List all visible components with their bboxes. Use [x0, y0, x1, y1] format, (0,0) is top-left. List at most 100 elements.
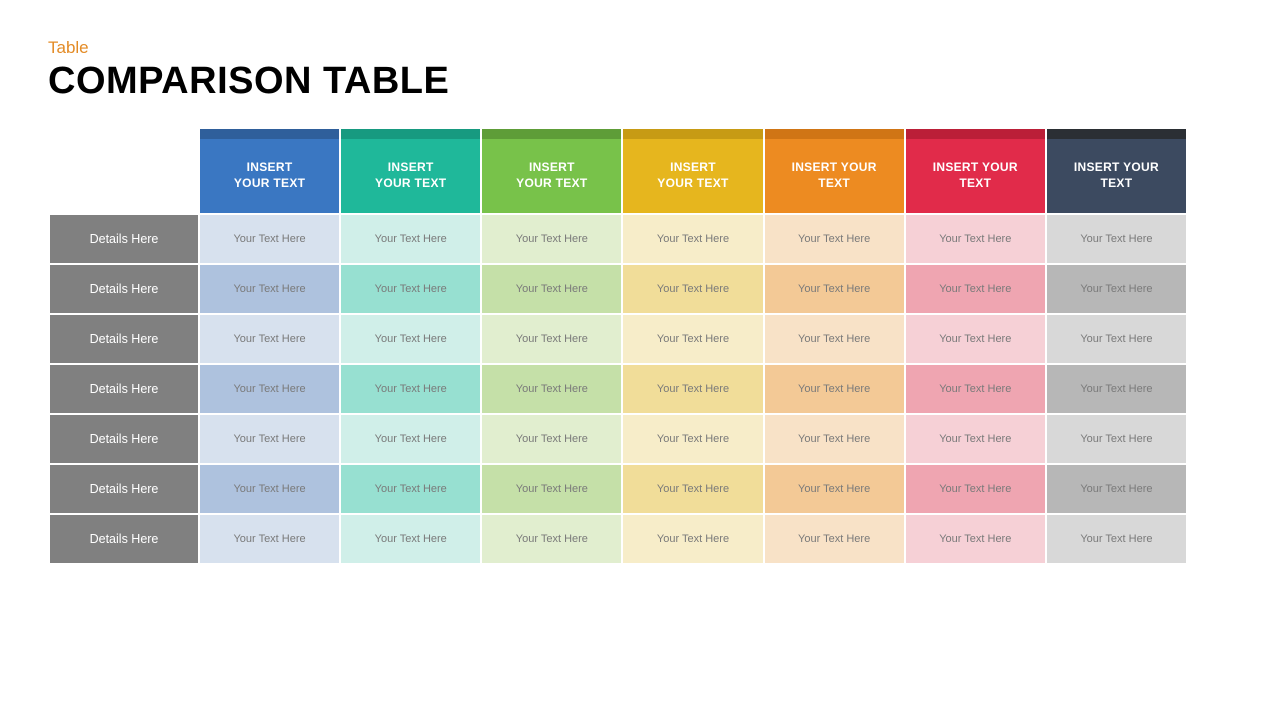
column-header-line1: INSERT: [623, 159, 762, 175]
table-cell: Your Text Here: [906, 265, 1045, 313]
table-row: Details HereYour Text HereYour Text Here…: [50, 415, 1186, 463]
table-cell: Your Text Here: [906, 415, 1045, 463]
column-header-label: INSERT YOURTEXT: [1047, 159, 1186, 191]
table-cell: Your Text Here: [341, 215, 480, 263]
column-header-strip: [482, 129, 621, 139]
column-header: INSERTYOUR TEXT: [482, 129, 621, 213]
table-cell: Your Text Here: [906, 515, 1045, 563]
row-label: Details Here: [50, 215, 198, 263]
column-header-label: INSERTYOUR TEXT: [341, 159, 480, 191]
table-corner-blank: [50, 129, 198, 213]
column-header-line2: YOUR TEXT: [341, 175, 480, 191]
column-header-label: INSERTYOUR TEXT: [482, 159, 621, 191]
table-cell: Your Text Here: [482, 515, 621, 563]
column-header-label: INSERT YOURTEXT: [765, 159, 904, 191]
column-header-strip: [341, 129, 480, 139]
column-header: INSERTYOUR TEXT: [200, 129, 339, 213]
table-cell: Your Text Here: [765, 265, 904, 313]
table-cell: Your Text Here: [482, 465, 621, 513]
comparison-table: INSERTYOUR TEXTINSERTYOUR TEXTINSERTYOUR…: [48, 127, 1188, 565]
column-header-label: INSERT YOURTEXT: [906, 159, 1045, 191]
column-header-strip: [765, 129, 904, 139]
column-header-line1: INSERT: [200, 159, 339, 175]
table-cell: Your Text Here: [1047, 515, 1186, 563]
column-header-line1: INSERT YOUR: [906, 159, 1045, 175]
column-header: INSERTYOUR TEXT: [623, 129, 762, 213]
row-label: Details Here: [50, 415, 198, 463]
column-header-line2: YOUR TEXT: [200, 175, 339, 191]
column-header-line2: TEXT: [906, 175, 1045, 191]
table-cell: Your Text Here: [906, 315, 1045, 363]
column-header-line2: YOUR TEXT: [482, 175, 621, 191]
table-cell: Your Text Here: [200, 365, 339, 413]
row-label: Details Here: [50, 265, 198, 313]
table-row: Details HereYour Text HereYour Text Here…: [50, 515, 1186, 563]
table-row: Details HereYour Text HereYour Text Here…: [50, 465, 1186, 513]
table-cell: Your Text Here: [765, 365, 904, 413]
table-cell: Your Text Here: [765, 415, 904, 463]
table-cell: Your Text Here: [482, 315, 621, 363]
row-label: Details Here: [50, 465, 198, 513]
table-cell: Your Text Here: [200, 415, 339, 463]
table-cell: Your Text Here: [765, 515, 904, 563]
table-row: Details HereYour Text HereYour Text Here…: [50, 265, 1186, 313]
table-cell: Your Text Here: [765, 215, 904, 263]
column-header: INSERT YOURTEXT: [906, 129, 1045, 213]
table-row: Details HereYour Text HereYour Text Here…: [50, 365, 1186, 413]
page-title: COMPARISON TABLE: [48, 60, 1232, 103]
column-header-strip: [1047, 129, 1186, 139]
table-cell: Your Text Here: [765, 465, 904, 513]
table-cell: Your Text Here: [623, 365, 762, 413]
column-header-line2: TEXT: [1047, 175, 1186, 191]
table-row: Details HereYour Text HereYour Text Here…: [50, 315, 1186, 363]
table-cell: Your Text Here: [906, 365, 1045, 413]
table-cell: Your Text Here: [1047, 365, 1186, 413]
column-header-line1: INSERT: [482, 159, 621, 175]
comparison-table-wrap: INSERTYOUR TEXTINSERTYOUR TEXTINSERTYOUR…: [48, 127, 1232, 565]
table-cell: Your Text Here: [765, 315, 904, 363]
table-cell: Your Text Here: [1047, 215, 1186, 263]
column-header-label: INSERTYOUR TEXT: [623, 159, 762, 191]
table-cell: Your Text Here: [341, 365, 480, 413]
table-row: Details HereYour Text HereYour Text Here…: [50, 215, 1186, 263]
table-cell: Your Text Here: [341, 415, 480, 463]
column-header: INSERTYOUR TEXT: [341, 129, 480, 213]
table-cell: Your Text Here: [200, 515, 339, 563]
slide: Table COMPARISON TABLE INSERTYOUR TEXTIN…: [0, 0, 1280, 589]
table-cell: Your Text Here: [906, 465, 1045, 513]
table-cell: Your Text Here: [623, 265, 762, 313]
column-header-strip: [906, 129, 1045, 139]
table-cell: Your Text Here: [341, 515, 480, 563]
column-header: INSERT YOURTEXT: [765, 129, 904, 213]
table-cell: Your Text Here: [200, 315, 339, 363]
column-header-line2: YOUR TEXT: [623, 175, 762, 191]
table-cell: Your Text Here: [1047, 265, 1186, 313]
column-header-strip: [200, 129, 339, 139]
table-cell: Your Text Here: [906, 215, 1045, 263]
table-cell: Your Text Here: [1047, 465, 1186, 513]
table-cell: Your Text Here: [200, 465, 339, 513]
table-cell: Your Text Here: [623, 315, 762, 363]
table-cell: Your Text Here: [341, 465, 480, 513]
row-label: Details Here: [50, 315, 198, 363]
column-header-line1: INSERT YOUR: [1047, 159, 1186, 175]
column-header-strip: [623, 129, 762, 139]
table-cell: Your Text Here: [482, 215, 621, 263]
row-label: Details Here: [50, 365, 198, 413]
table-cell: Your Text Here: [623, 215, 762, 263]
table-cell: Your Text Here: [482, 365, 621, 413]
eyebrow-label: Table: [48, 38, 1232, 58]
column-header-label: INSERTYOUR TEXT: [200, 159, 339, 191]
table-cell: Your Text Here: [1047, 415, 1186, 463]
table-cell: Your Text Here: [623, 415, 762, 463]
table-cell: Your Text Here: [623, 515, 762, 563]
table-cell: Your Text Here: [482, 265, 621, 313]
table-cell: Your Text Here: [341, 265, 480, 313]
table-cell: Your Text Here: [200, 265, 339, 313]
table-cell: Your Text Here: [482, 415, 621, 463]
table-cell: Your Text Here: [1047, 315, 1186, 363]
row-label: Details Here: [50, 515, 198, 563]
table-cell: Your Text Here: [341, 315, 480, 363]
column-header-line1: INSERT: [341, 159, 480, 175]
column-header-line2: TEXT: [765, 175, 904, 191]
